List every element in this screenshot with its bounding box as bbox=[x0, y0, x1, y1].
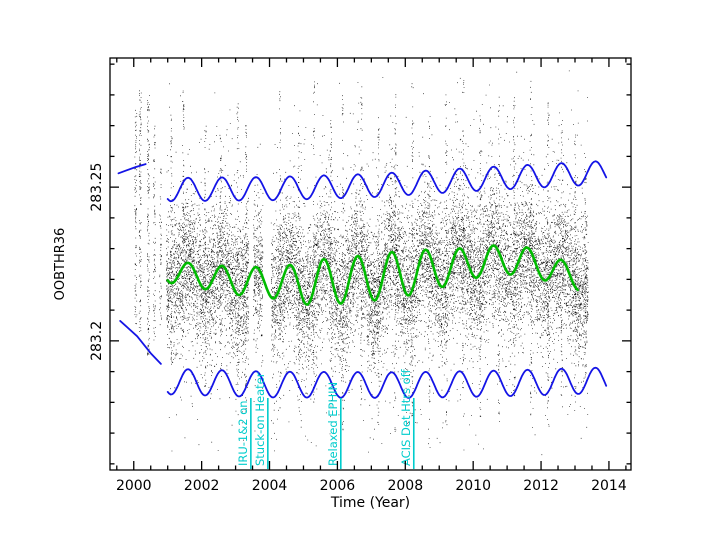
annotation-label: Relaxed EPHIN bbox=[326, 382, 340, 466]
axes-frame bbox=[109, 57, 632, 471]
annotation-label: ACIS Det Htrs off bbox=[399, 368, 413, 466]
x-tick-label: 2010 bbox=[455, 478, 491, 494]
x-tick-label: 2008 bbox=[387, 478, 423, 494]
annotations: IRU-1&2 on Stuck-on Heater Relaxed EPHIN AC… bbox=[236, 368, 415, 469]
x-tick-label: 2002 bbox=[184, 478, 220, 494]
x-tick-label: 2000 bbox=[116, 478, 152, 494]
annotation-label: Stuck-on Heater bbox=[253, 372, 267, 466]
x-tick-label: 2014 bbox=[591, 478, 627, 494]
x-tick-label: 2012 bbox=[523, 478, 559, 494]
x-tick-label: 2004 bbox=[252, 478, 288, 494]
series-seasonal-mean bbox=[166, 244, 579, 306]
series-lower-envelope bbox=[166, 366, 608, 399]
y-tick-label: 283.25 bbox=[89, 163, 105, 212]
annotation-label: IRU-1&2 on bbox=[236, 400, 250, 466]
series-pre2001-lower-segment bbox=[119, 320, 162, 365]
y-axis-label: OOBTHR36 bbox=[53, 228, 68, 301]
scatter-points bbox=[134, 70, 589, 456]
series-upper-envelope bbox=[166, 160, 608, 203]
x-tick-label: 2006 bbox=[320, 478, 356, 494]
series-pre2001-upper-segment bbox=[117, 163, 147, 175]
x-axis-label: Time (Year) bbox=[330, 495, 410, 511]
y-tick-label: 283.2 bbox=[89, 321, 105, 361]
axis-text: 2000 2002 2004 2006 2008 2010 2012 2014 283.2 283… bbox=[53, 163, 627, 511]
